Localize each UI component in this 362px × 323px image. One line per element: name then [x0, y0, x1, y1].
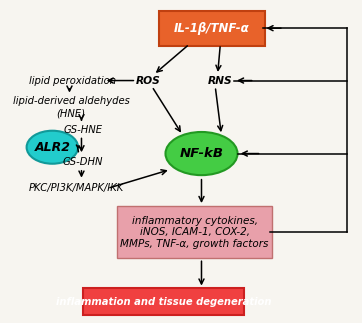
FancyBboxPatch shape: [159, 11, 265, 46]
Text: RNS: RNS: [208, 76, 233, 86]
Text: NF-kB: NF-kB: [180, 147, 223, 160]
Text: GS-HNE: GS-HNE: [64, 125, 103, 135]
FancyBboxPatch shape: [118, 206, 272, 258]
Text: lipid peroxidation: lipid peroxidation: [29, 76, 117, 86]
Text: PKC/PI3K/MAPK/IKK: PKC/PI3K/MAPK/IKK: [29, 183, 124, 193]
Text: ROS: ROS: [136, 76, 161, 86]
Text: inflammatory cytokines,
iNOS, ICAM-1, COX-2,
MMPs, TNF-α, growth factors: inflammatory cytokines, iNOS, ICAM-1, CO…: [121, 215, 269, 249]
Text: IL-1β/TNF-α: IL-1β/TNF-α: [174, 22, 250, 35]
Text: inflammation and tissue degeneration: inflammation and tissue degeneration: [56, 297, 272, 307]
Ellipse shape: [27, 131, 78, 164]
FancyBboxPatch shape: [83, 288, 244, 316]
Text: GS-DHN: GS-DHN: [63, 157, 104, 166]
Ellipse shape: [165, 132, 237, 175]
Text: lipid-derived aldehydes
(HNE): lipid-derived aldehydes (HNE): [13, 96, 130, 118]
Text: ALR2: ALR2: [34, 141, 70, 154]
